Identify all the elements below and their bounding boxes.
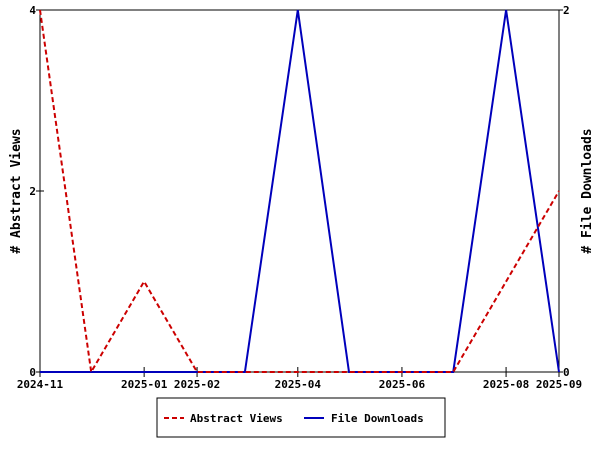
y2-axis-label: # File Downloads <box>580 128 595 253</box>
y-tick-label: 2 <box>29 185 36 198</box>
x-tick-label: 2024-11 <box>17 378 64 391</box>
y2-tick-label: 2 <box>563 4 570 17</box>
series-line-file-downloads <box>40 9 560 373</box>
legend-label-file-downloads: File Downloads <box>331 412 424 425</box>
y-tick-label: 4 <box>29 4 36 17</box>
legend: Abstract Views File Downloads <box>156 397 446 438</box>
y2-tick-label: 0 <box>563 366 570 379</box>
plot-frame <box>39 9 560 373</box>
y-axis-label: # Abstract Views <box>9 128 24 253</box>
series-line-abstract-views <box>39 9 560 375</box>
y-tick-label: 0 <box>29 366 36 379</box>
x-tick-label: 2025-08 <box>483 378 529 391</box>
x-tick-label: 2025-09 <box>536 378 582 391</box>
x-tick-label: 2025-04 <box>275 378 322 391</box>
x-tick-label: 2025-01 <box>121 378 168 391</box>
x-tick-label: 2025-06 <box>379 378 426 391</box>
legend-label-abstract-views: Abstract Views <box>190 412 283 425</box>
x-tick-label: 2025-02 <box>174 378 220 391</box>
